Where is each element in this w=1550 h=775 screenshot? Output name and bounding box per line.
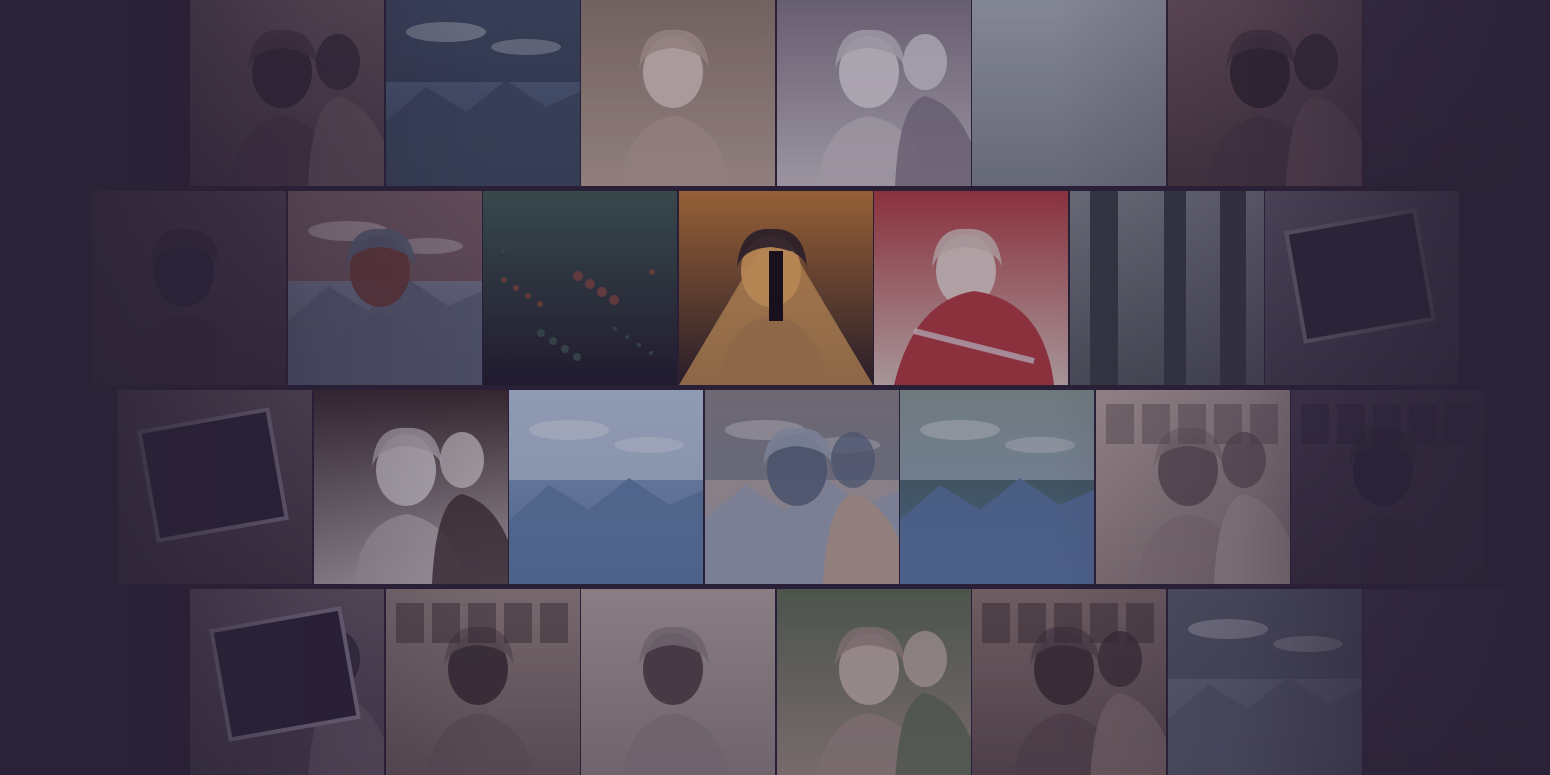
photo-framed-photo: [1265, 191, 1459, 385]
photo-mountain-cliff: [385, 0, 580, 186]
photo-tile-dim-interior: [1363, 0, 1550, 186]
photo-tile-framed-photo: [1265, 191, 1459, 385]
photo-woman-by-lake: [287, 191, 482, 385]
gallery-row-2: [0, 191, 1550, 385]
gallery-row-4: [0, 589, 1550, 775]
photo-tile-woman-with-pigeon: [581, 0, 775, 186]
photo-tile-woman-red-blanket: [874, 191, 1068, 385]
photo-tile-woman-in-room: [385, 589, 580, 775]
photo-dim-interior: [1363, 0, 1550, 186]
photo-stone-columns: [1069, 191, 1264, 385]
photo-couple-selfie-forest: [776, 589, 971, 775]
photo-tile-couple-at-market: [1095, 390, 1290, 584]
photo-couple-formal: [1167, 0, 1362, 186]
photo-grey-seascape: [1167, 589, 1362, 775]
photo-tile-couple-selfie-forest: [776, 589, 971, 775]
photo-couple-bookshelf: [972, 589, 1166, 775]
photo-couple-polaroid: [190, 589, 384, 775]
photo-tile-silhouette-bridge: [678, 191, 873, 385]
photo-fireworks: [483, 191, 677, 385]
photo-tile-dim-edge: [1363, 589, 1550, 775]
photo-woman-red-blanket: [874, 191, 1068, 385]
photo-tile-foggy-landscape: [972, 0, 1166, 186]
photo-portrait-profile: [92, 191, 286, 385]
photo-tile-couple-embrace: [190, 0, 384, 186]
photo-sky-above-clouds: [509, 390, 703, 584]
photo-silhouette-bridge: [678, 191, 873, 385]
gallery-row-1: [0, 0, 1550, 186]
photo-couple-with-cat: [313, 390, 508, 584]
photo-tile-woman-at-dinner: [581, 589, 775, 775]
photo-tile-couple-kiss-mountain: [704, 390, 899, 584]
photo-tile-dim-room-portrait: [1291, 390, 1485, 584]
photo-tile-couple-polaroid: [190, 589, 384, 775]
photo-photo-on-wall: [118, 390, 312, 584]
photo-tile-fireworks: [483, 191, 677, 385]
photo-tile-photo-on-wall: [118, 390, 312, 584]
photo-mountain-valley: [900, 390, 1094, 584]
photo-couple-embrace: [190, 0, 384, 186]
photo-tile-mountain-valley: [900, 390, 1094, 584]
photo-tile-couple-formal: [1167, 0, 1362, 186]
photo-tile-woman-by-lake: [287, 191, 482, 385]
photo-couple-selfie-mirror: [776, 0, 971, 186]
photo-tile-couple-selfie-mirror: [776, 0, 971, 186]
photo-foggy-landscape: [972, 0, 1166, 186]
photo-tile-portrait-profile: [92, 191, 286, 385]
photo-tile-couple-bookshelf: [972, 589, 1166, 775]
photo-woman-with-pigeon: [581, 0, 775, 186]
photo-tile-stone-columns: [1069, 191, 1264, 385]
photo-dim-room-portrait: [1291, 390, 1485, 584]
photo-woman-at-dinner: [581, 589, 775, 775]
photo-tile-mountain-cliff: [385, 0, 580, 186]
photo-woman-in-room: [385, 589, 580, 775]
photo-dim-edge: [1363, 589, 1550, 775]
photo-couple-kiss-mountain: [704, 390, 899, 584]
photo-tile-grey-seascape: [1167, 589, 1362, 775]
photo-tile-couple-with-cat: [313, 390, 508, 584]
photo-tile-sky-above-clouds: [509, 390, 703, 584]
photo-couple-at-market: [1095, 390, 1290, 584]
gallery-row-3: [0, 390, 1550, 584]
